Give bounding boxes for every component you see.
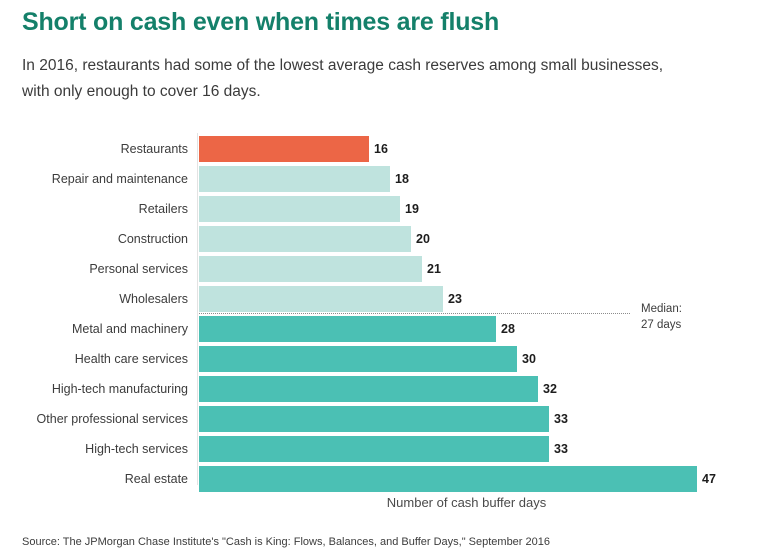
bar-value-label: 23 — [448, 292, 462, 306]
category-label: High-tech manufacturing — [51, 382, 188, 396]
category-label: Metal and machinery — [71, 322, 188, 336]
category-label: Repair and maintenance — [51, 172, 188, 186]
page-title: Short on cash even when times are flush — [22, 8, 500, 36]
bar — [199, 226, 411, 252]
median-reference-line — [199, 313, 630, 314]
bar-value-label: 21 — [427, 262, 441, 276]
category-label: Other professional services — [36, 412, 188, 426]
category-label: Construction — [117, 232, 188, 246]
bar-row: Real estate 47 — [0, 466, 772, 492]
page-subtitle: In 2016, restaurants had some of the low… — [22, 57, 664, 100]
bar — [199, 346, 517, 372]
bar — [199, 316, 496, 342]
bar-row: Health care services 30 — [0, 346, 772, 372]
bar-row: Personal services 21 — [0, 256, 772, 282]
category-label: Real estate — [124, 472, 188, 486]
bar-value-label: 32 — [543, 382, 557, 396]
x-axis-title: Number of cash buffer days — [386, 495, 547, 510]
bar-value-label: 19 — [405, 202, 419, 216]
bar-row: High-tech services 33 — [0, 436, 772, 462]
median-annotation-line2: 27 days — [641, 319, 682, 331]
bar-row: High-tech manufacturing 32 — [0, 376, 772, 402]
bar-value-label: 33 — [554, 412, 568, 426]
bar-value-label: 33 — [554, 442, 568, 456]
bar-value-label: 18 — [395, 172, 409, 186]
plot-area: Restaurants 16 Repair and maintenance 18 Ret… — [0, 131, 772, 492]
bar-value-label: 16 — [374, 142, 388, 156]
category-label: Personal services — [89, 262, 188, 276]
bar — [199, 136, 369, 162]
bar — [199, 406, 549, 432]
category-label: High-tech services — [85, 442, 188, 456]
bar-row: Restaurants 16 — [0, 136, 772, 162]
bar — [199, 286, 443, 312]
bar — [199, 466, 697, 492]
bar — [199, 166, 390, 192]
bar-value-label: 30 — [522, 352, 536, 366]
bar-value-label: 47 — [702, 472, 716, 486]
bar-row: Repair and maintenance 18 — [0, 166, 772, 192]
bar-row: Metal and machinery 28 — [0, 316, 772, 342]
category-label: Retailers — [138, 202, 188, 216]
category-label: Health care services — [74, 352, 188, 366]
bar-row: Retailers 19 — [0, 196, 772, 222]
category-label: Restaurants — [120, 142, 188, 156]
bar — [199, 436, 549, 462]
category-label: Wholesalers — [119, 292, 188, 306]
bar — [199, 196, 400, 222]
median-annotation-line1: Median: — [641, 303, 682, 315]
bar-value-label: 20 — [416, 232, 430, 246]
y-axis-line — [197, 133, 198, 485]
bar-row: Other professional services 33 — [0, 406, 772, 432]
bar — [199, 256, 422, 282]
bar-row: Construction 20 — [0, 226, 772, 252]
source-note: Source: The JPMorgan Chase Institute's "… — [22, 536, 550, 548]
bar-row: Wholesalers 23 — [0, 286, 772, 312]
bar — [199, 376, 538, 402]
bar-value-label: 28 — [501, 322, 515, 336]
